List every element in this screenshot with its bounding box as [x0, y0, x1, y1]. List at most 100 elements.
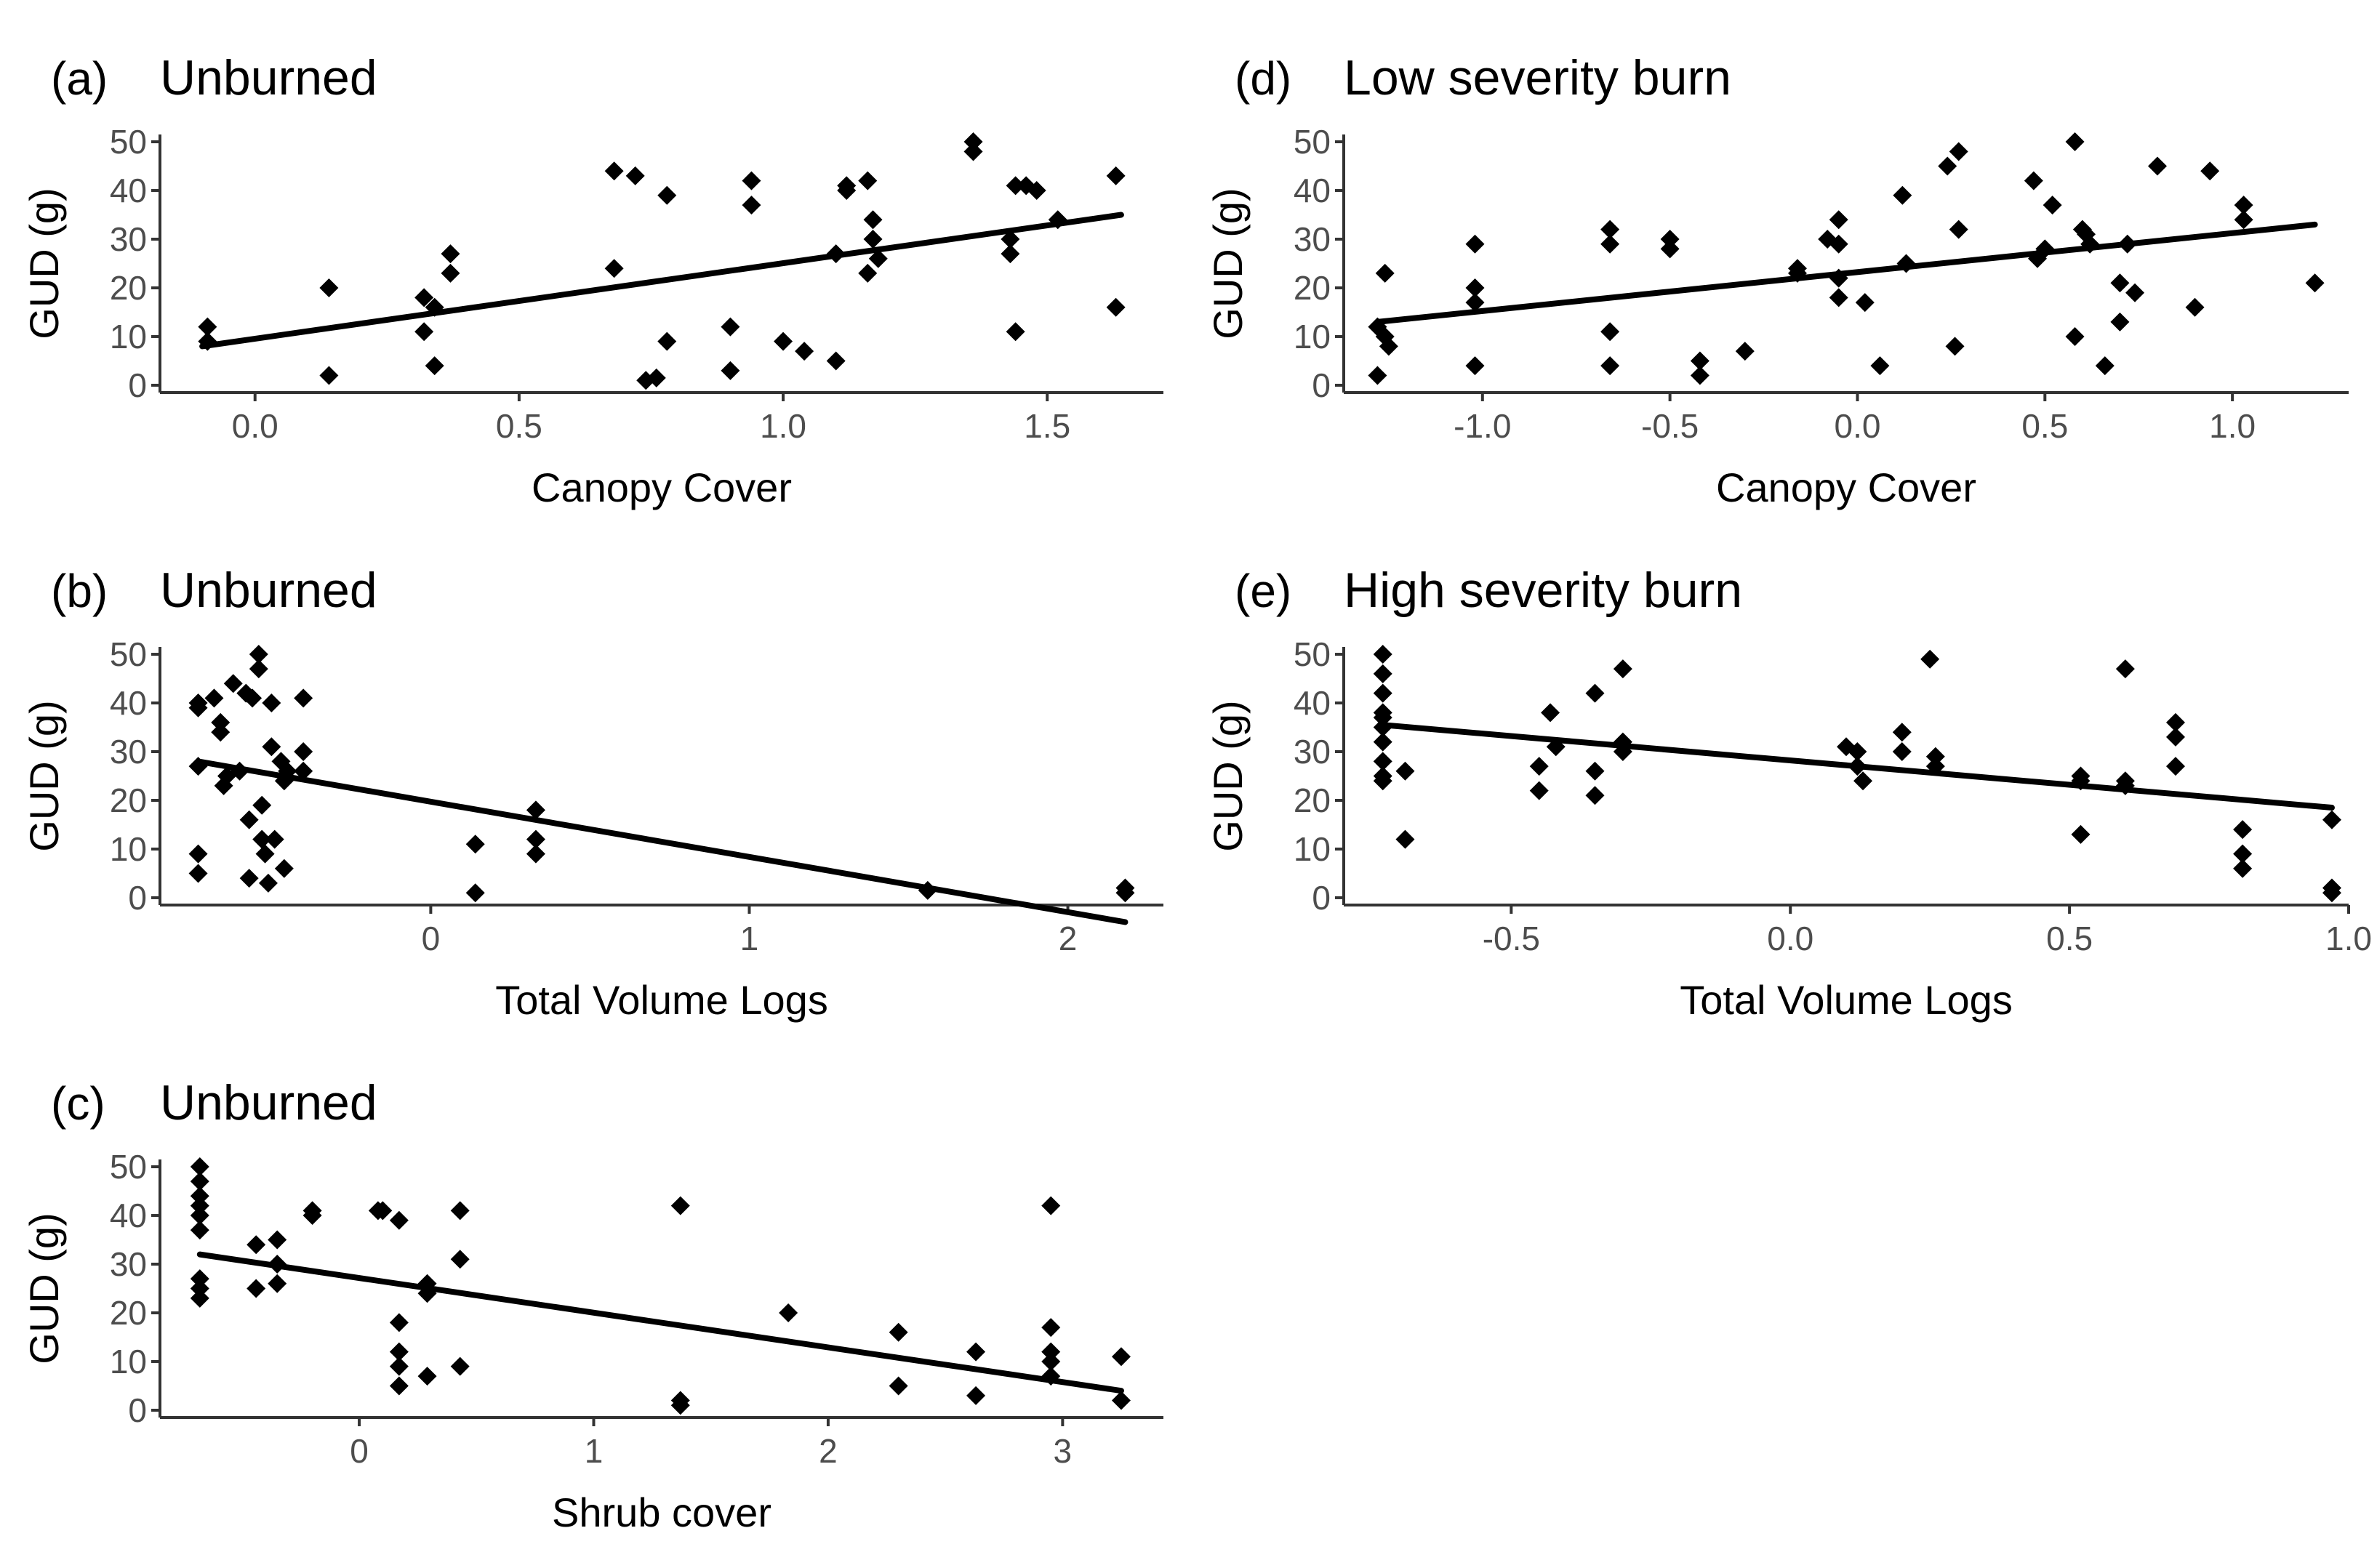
data-point	[2165, 757, 2185, 776]
data-point	[774, 331, 793, 351]
panel-letter: (a)	[51, 52, 108, 105]
data-point	[414, 322, 434, 342]
data-point	[190, 1196, 209, 1215]
x-tick-label: -0.5	[1641, 407, 1699, 445]
panel-a: (a) Unburned 0 10 20 30 40 50 0.0 0.5 1.0 1.5 Canopy…	[21, 50, 1163, 510]
data-point	[1001, 230, 1020, 249]
data-point	[188, 844, 208, 864]
data-point	[262, 737, 281, 757]
data-point	[604, 161, 624, 181]
data-point	[450, 1201, 470, 1221]
data-point	[2200, 161, 2220, 181]
x-tick-label: 1.5	[1024, 407, 1070, 445]
data-point	[1375, 263, 1395, 283]
data-point	[863, 230, 883, 249]
data-point	[1006, 322, 1025, 342]
data-point	[2065, 132, 2085, 152]
data-point	[1585, 683, 1605, 703]
y-tick-label: 20	[1294, 781, 1331, 819]
data-point	[1041, 1196, 1061, 1215]
x-axis-title: Canopy Cover	[1716, 465, 1976, 510]
data-point	[252, 829, 272, 849]
data-point	[425, 356, 444, 376]
data-point	[2024, 171, 2043, 190]
data-point	[198, 317, 217, 337]
x-tick-label: -0.5	[1483, 920, 1540, 957]
data-point	[1660, 230, 1680, 249]
y-tick-label: 10	[110, 318, 147, 355]
data-point	[657, 185, 677, 205]
data-point	[1613, 659, 1632, 679]
x-axis-title: Total Volume Logs	[495, 977, 828, 1023]
data-point	[2095, 356, 2115, 376]
data-point	[863, 210, 883, 230]
data-point	[190, 1186, 209, 1206]
data-point	[1829, 210, 1848, 230]
data-point	[249, 645, 268, 664]
data-point	[1870, 356, 1890, 376]
data-point	[1938, 156, 1957, 176]
data-point	[963, 142, 983, 161]
data-point	[2110, 273, 2130, 293]
data-point	[1600, 234, 1620, 254]
data-point	[1041, 1351, 1061, 1371]
data-point	[441, 263, 460, 283]
data-point	[868, 249, 888, 268]
x-tick-label: 0.5	[496, 407, 542, 445]
data-point	[239, 810, 259, 829]
x-tick-label: 1.0	[2325, 920, 2372, 957]
data-point	[1949, 142, 1968, 161]
data-point	[721, 361, 740, 380]
data-point	[246, 1235, 266, 1255]
trend-line	[1379, 722, 2335, 811]
y-tick-label: 40	[110, 172, 147, 209]
y-tick-label: 30	[110, 733, 147, 771]
data-point	[742, 196, 761, 215]
y-tick-label: 10	[110, 1343, 147, 1380]
panel-title: Unburned	[160, 563, 377, 618]
data-point	[1368, 366, 1387, 385]
data-point	[2148, 156, 2168, 176]
data-point	[2233, 859, 2253, 878]
data-point	[1373, 645, 1392, 664]
data-point	[1373, 664, 1392, 683]
data-point	[670, 1396, 690, 1415]
trend-line	[1374, 221, 2318, 325]
data-point	[389, 1210, 409, 1230]
data-point	[190, 1221, 209, 1240]
data-point	[1373, 771, 1392, 791]
panel-letter: (b)	[51, 565, 108, 617]
panel-e: (e) High severity burn 0 10 20 30 40 50 -0.5 0.0 0…	[1205, 563, 2372, 1023]
data-point	[1017, 176, 1036, 196]
trend-line	[196, 1251, 1124, 1394]
panel-title: Unburned	[160, 50, 377, 105]
data-point	[389, 1376, 409, 1396]
panel-letter: (c)	[51, 1077, 105, 1130]
data-point	[1920, 649, 1940, 669]
data-point	[1925, 747, 1945, 766]
data-point	[389, 1356, 409, 1376]
y-tick-label: 40	[1294, 172, 1331, 209]
data-point	[2065, 326, 2085, 346]
data-point	[2110, 312, 2130, 331]
data-point	[1660, 239, 1680, 259]
data-point	[2125, 283, 2145, 302]
y-tick-label: 40	[110, 684, 147, 722]
data-point	[963, 132, 983, 152]
data-point	[211, 723, 231, 742]
data-point	[204, 688, 224, 708]
data-point	[1600, 322, 1620, 342]
y-tick-label: 30	[1294, 220, 1331, 258]
data-point	[1106, 297, 1126, 317]
data-point	[294, 742, 313, 762]
data-point	[265, 829, 284, 849]
data-point	[414, 288, 434, 307]
data-point	[966, 1386, 986, 1405]
data-point	[465, 883, 485, 903]
data-point	[795, 342, 814, 361]
data-point	[1735, 342, 1755, 361]
data-point	[2322, 810, 2341, 829]
data-point	[742, 171, 761, 190]
data-point	[1600, 220, 1620, 239]
